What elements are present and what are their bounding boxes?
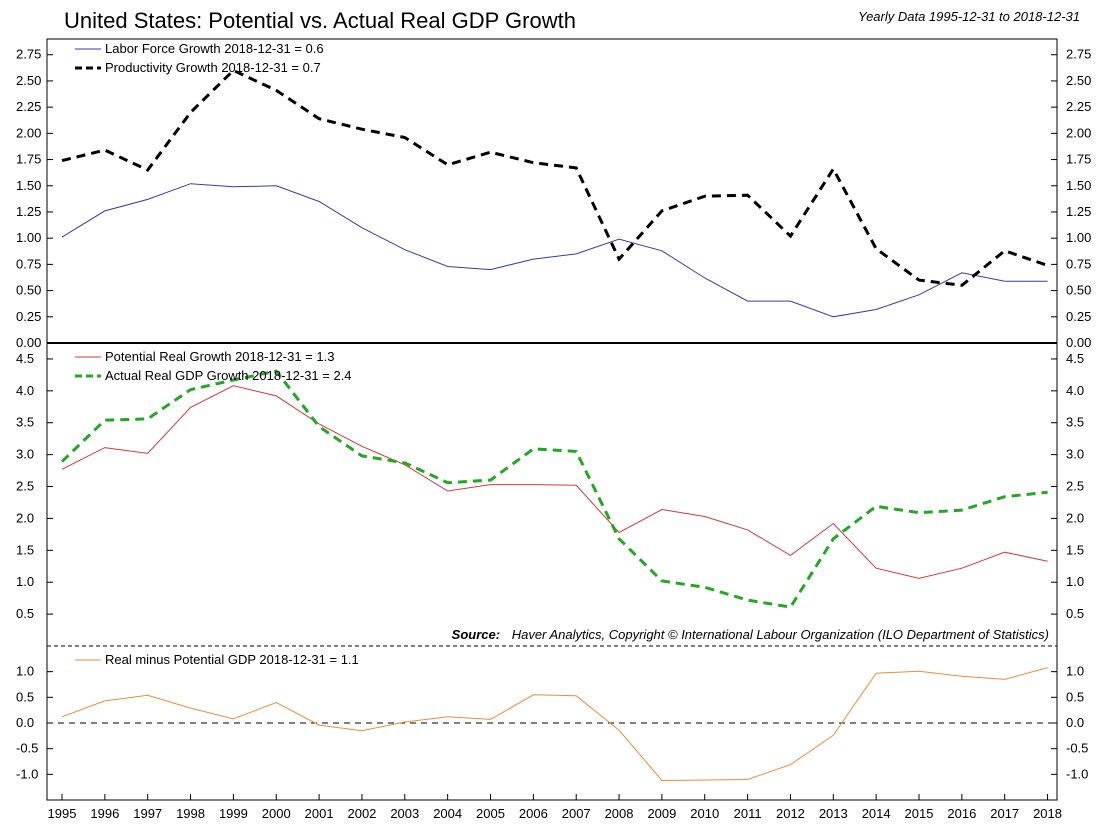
x-tick-label: 2012	[776, 806, 805, 821]
y-tick-label-left: 3.0	[16, 447, 34, 462]
y-tick-label-left: 2.75	[16, 47, 41, 62]
x-tick-label: 2007	[562, 806, 591, 821]
y-tick-label-left: 0.5	[16, 606, 34, 621]
x-tick-label: 1996	[90, 806, 119, 821]
y-tick-label-right: 1.25	[1066, 204, 1091, 219]
y-tick-label-right: 1.75	[1066, 152, 1091, 167]
x-tick-label: 2004	[433, 806, 462, 821]
y-tick-label-left: 4.5	[16, 351, 34, 366]
legend-label-actual: Actual Real GDP Growth 2018-12-31 = 2.4	[105, 368, 352, 383]
y-tick-label-right: 1.5	[1066, 542, 1084, 557]
x-tick-label: 2000	[262, 806, 291, 821]
y-tick-label-right: 2.00	[1066, 125, 1091, 140]
x-tick-label: 2011	[734, 806, 762, 821]
y-tick-label-right: 0.5	[1066, 689, 1084, 704]
y-tick-label-left: 3.5	[16, 415, 34, 430]
source-note: Source: Haver Analytics, Copyright © Int…	[452, 627, 1049, 642]
series-layer	[60, 68, 1049, 782]
y-tick-label-right: 1.0	[1066, 574, 1084, 589]
legend-layer: Labor Force Growth 2018-12-31 = 0.6 Produ…	[75, 41, 359, 667]
tick-layer: 0.00 0.000.25 0.250.50 0.500.75 0.751.00 1.00…	[16, 47, 1091, 821]
x-tick-label: 2015	[905, 806, 934, 821]
y-tick-label-left: 4.0	[16, 383, 34, 398]
y-tick-label-right: 2.25	[1066, 99, 1091, 114]
chart-subtitle: Yearly Data 1995-12-31 to 2018-12-31	[858, 9, 1080, 24]
y-tick-label-right: -1.0	[1066, 766, 1088, 781]
y-tick-label-left: 0.50	[16, 283, 41, 298]
x-tick-label: 2001	[305, 806, 334, 821]
x-tick-label: 2003	[390, 806, 419, 821]
y-tick-label-right: 2.75	[1066, 47, 1091, 62]
y-tick-label-right: 3.5	[1066, 415, 1084, 430]
x-tick-label: 2013	[819, 806, 848, 821]
legend-label-diff: Real minus Potential GDP 2018-12-31 = 1.…	[105, 652, 359, 667]
y-tick-label-right: -0.5	[1066, 741, 1088, 756]
y-tick-label-right: 2.50	[1066, 73, 1091, 88]
source-label: Source:	[452, 627, 500, 642]
x-tick-label: 2018	[1033, 806, 1062, 821]
y-tick-label-right: 4.0	[1066, 383, 1084, 398]
y-tick-label-left: 2.0	[16, 510, 34, 525]
chart-frame	[46, 38, 1058, 801]
y-tick-label-left: -1.0	[16, 766, 38, 781]
y-tick-label-left: 2.25	[16, 99, 41, 114]
y-tick-label-right: 0.75	[1066, 256, 1091, 271]
y-tick-label-left: 2.50	[16, 73, 41, 88]
y-tick-label-left: 0.0	[16, 715, 34, 730]
legend-label-labor: Labor Force Growth 2018-12-31 = 0.6	[105, 41, 324, 56]
y-tick-label-right: 0.00	[1066, 335, 1091, 350]
y-tick-label-left: 0.5	[16, 689, 34, 704]
legend-label-productivity: Productivity Growth 2018-12-31 = 0.7	[105, 60, 321, 75]
y-tick-label-right: 2.0	[1066, 510, 1084, 525]
y-tick-label-left: 1.0	[16, 664, 34, 679]
x-tick-label: 2010	[690, 806, 719, 821]
y-tick-label-right: 0.25	[1066, 309, 1091, 324]
y-tick-label-left: 1.5	[16, 542, 34, 557]
x-tick-label: 1997	[133, 806, 162, 821]
y-tick-label-right: 4.5	[1066, 351, 1084, 366]
y-tick-label-right: 0.5	[1066, 606, 1084, 621]
x-tick-label: 2005	[476, 806, 505, 821]
y-tick-label-right: 0.0	[1066, 715, 1084, 730]
y-tick-label-right: 3.0	[1066, 447, 1084, 462]
x-tick-label: 1998	[176, 806, 205, 821]
y-tick-label-left: 1.50	[16, 178, 41, 193]
y-tick-label-left: 1.75	[16, 152, 41, 167]
series-line-actual	[60, 369, 1048, 609]
series-line-potential	[61, 385, 1048, 579]
series-line-diff	[61, 667, 1048, 782]
series-line-labor	[61, 183, 1048, 318]
x-tick-label: 1995	[48, 806, 77, 821]
grid-layer	[47, 342, 1057, 724]
y-tick-label-left: 0.00	[16, 335, 41, 350]
y-tick-label-right: 1.00	[1066, 230, 1091, 245]
y-tick-label-right: 2.5	[1066, 479, 1084, 494]
plot-border	[46, 38, 1058, 801]
x-tick-label: 2016	[947, 806, 976, 821]
y-tick-label-right: 1.0	[1066, 664, 1084, 679]
x-tick-label: 1999	[219, 806, 248, 821]
x-tick-label: 2008	[605, 806, 634, 821]
x-tick-label: 2017	[990, 806, 1019, 821]
series-line-productivity	[61, 68, 1049, 287]
chart-title: United States: Potential vs. Actual Real…	[64, 8, 576, 33]
y-tick-label-right: 0.50	[1066, 283, 1091, 298]
y-tick-label-left: 0.25	[16, 309, 41, 324]
x-tick-label: 2002	[347, 806, 376, 821]
y-tick-label-left: 0.75	[16, 256, 41, 271]
x-tick-label: 2009	[647, 806, 676, 821]
legend-label-potential: Potential Real Growth 2018-12-31 = 1.3	[105, 349, 334, 364]
y-tick-label-left: 2.5	[16, 479, 34, 494]
source-text: Haver Analytics, Copyright © Internation…	[512, 627, 1049, 642]
y-tick-label-left: 1.25	[16, 204, 41, 219]
y-tick-label-left: -0.5	[16, 741, 38, 756]
y-tick-label-left: 1.0	[16, 574, 34, 589]
y-tick-label-right: 1.50	[1066, 178, 1091, 193]
y-tick-label-left: 2.00	[16, 125, 41, 140]
x-tick-label: 2014	[862, 806, 891, 821]
x-tick-label: 2006	[519, 806, 548, 821]
y-tick-label-left: 1.00	[16, 230, 41, 245]
